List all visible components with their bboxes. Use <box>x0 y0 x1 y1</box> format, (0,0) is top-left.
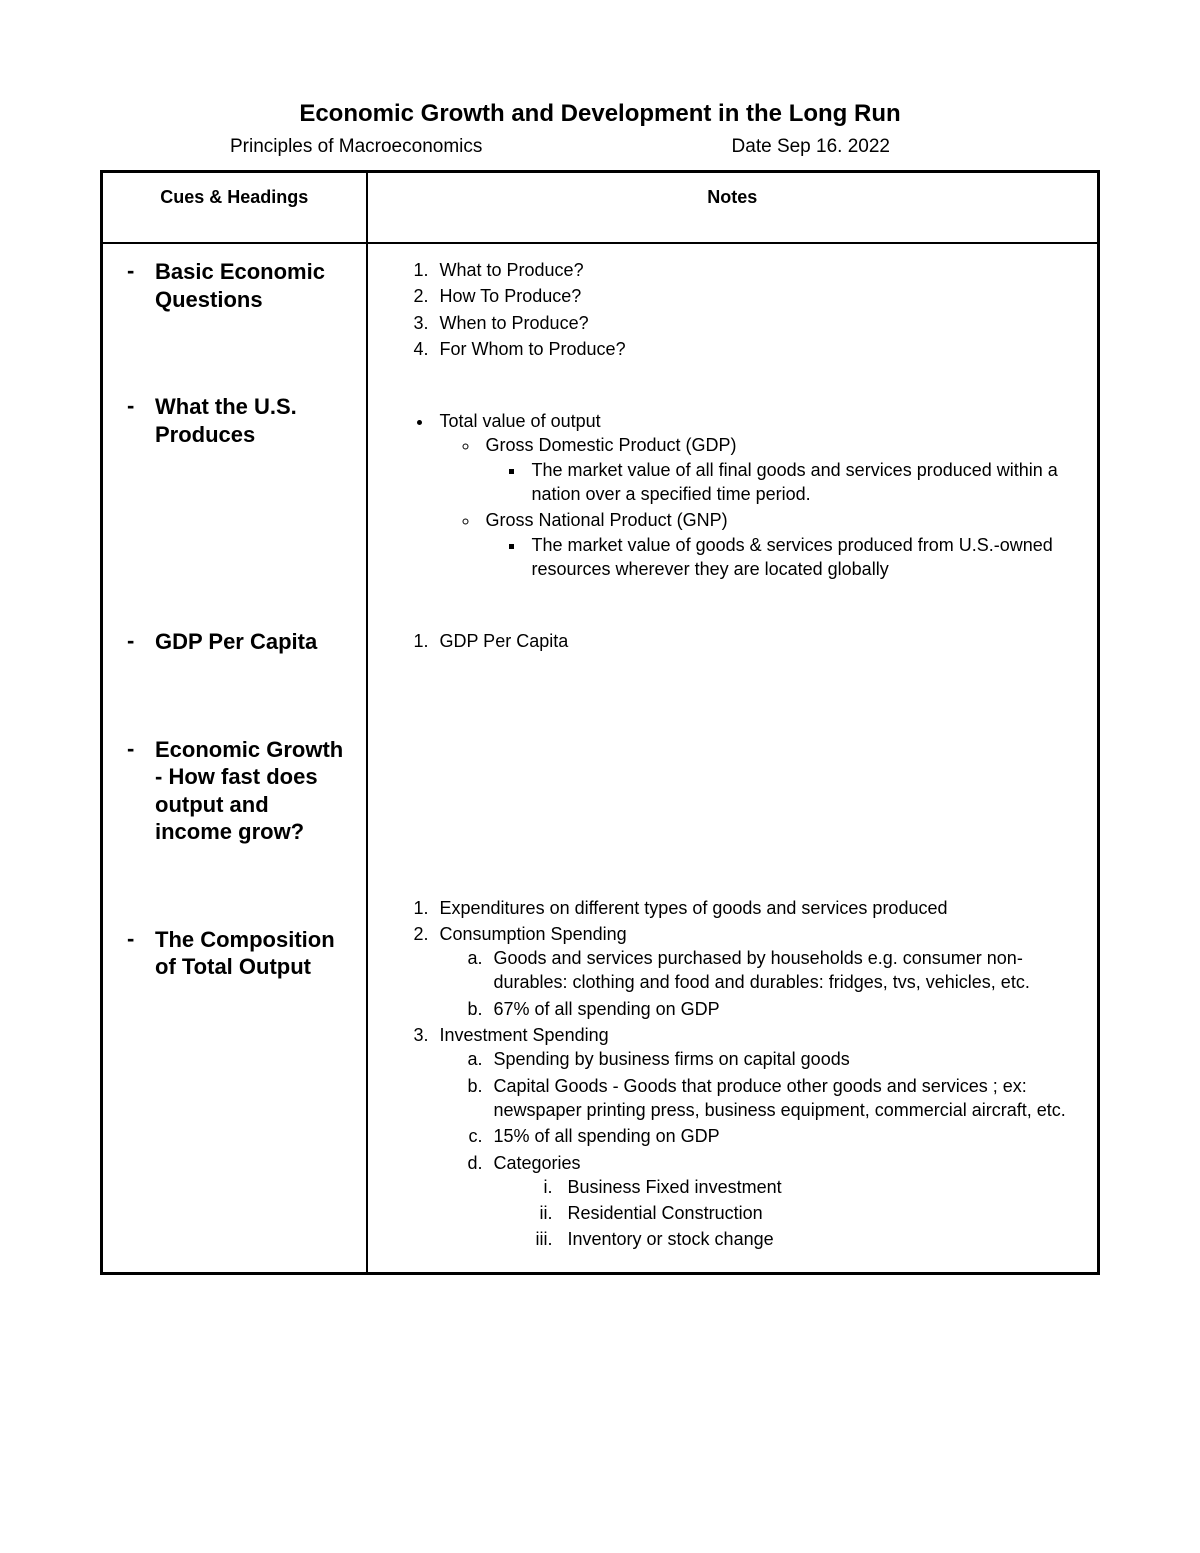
list-item: Gross Domestic Product (GDP) The market … <box>480 433 1080 506</box>
list-item: Expenditures on different types of goods… <box>434 896 1080 920</box>
cornell-notes-table: Cues & Headings Notes - Basic Economic Q… <box>100 170 1100 1275</box>
notes-section: GDP Per Capita <box>386 629 1080 653</box>
list-item: When to Produce? <box>434 311 1080 335</box>
cue-item: - Economic Growth - How fast does output… <box>121 736 348 846</box>
list-item: Consumption Spending Goods and services … <box>434 922 1080 1021</box>
list-item: The market value of goods & services pro… <box>526 533 1080 582</box>
list-item: 15% of all spending on GDP <box>488 1124 1080 1148</box>
list-item: Business Fixed investment <box>558 1175 1080 1199</box>
list-item: Spending by business firms on capital go… <box>488 1047 1080 1071</box>
list-item: Inventory or stock change <box>558 1227 1080 1251</box>
list-item: Goods and services purchased by househol… <box>488 946 1080 995</box>
header-cues: Cues & Headings <box>102 172 367 244</box>
list-item: For Whom to Produce? <box>434 337 1080 361</box>
list-item: Investment Spending Spending by business… <box>434 1023 1080 1252</box>
list-item: How To Produce? <box>434 284 1080 308</box>
cue-item: - Basic Economic Questions <box>121 258 348 313</box>
dash-icon: - <box>121 926 155 981</box>
note-text: Investment Spending <box>440 1025 609 1045</box>
dash-icon: - <box>121 628 155 656</box>
note-text: Consumption Spending <box>440 924 627 944</box>
note-text: Total value of output <box>440 411 601 431</box>
note-text: Gross Domestic Product (GDP) <box>486 435 737 455</box>
document-date: Date Sep 16. 2022 <box>732 136 890 158</box>
dash-icon: - <box>121 736 155 846</box>
list-item: What to Produce? <box>434 258 1080 282</box>
document-title: Economic Growth and Development in the L… <box>100 100 1100 128</box>
cue-text: The Composition of Total Output <box>155 926 348 981</box>
course-name: Principles of Macroeconomics <box>230 136 732 158</box>
list-item: Total value of output Gross Domestic Pro… <box>434 409 1080 581</box>
cue-text: What the U.S. Produces <box>155 393 348 448</box>
note-text: Gross National Product (GNP) <box>486 510 728 530</box>
cue-text: Basic Economic Questions <box>155 258 348 313</box>
notes-section: Expenditures on different types of goods… <box>386 896 1080 1252</box>
dash-icon: - <box>121 258 155 313</box>
document-subhead: Principles of Macroeconomics Date Sep 16… <box>100 136 1100 170</box>
note-text: Categories <box>494 1153 581 1173</box>
list-item: 67% of all spending on GDP <box>488 997 1080 1021</box>
cue-item: - GDP Per Capita <box>121 628 348 656</box>
cue-item: - The Composition of Total Output <box>121 926 348 981</box>
list-item: The market value of all final goods and … <box>526 458 1080 507</box>
notes-cell: What to Produce? How To Produce? When to… <box>367 243 1099 1273</box>
notes-section: Total value of output Gross Domestic Pro… <box>386 409 1080 581</box>
list-item: Gross National Product (GNP) The market … <box>480 508 1080 581</box>
cue-text: Economic Growth - How fast does output a… <box>155 736 348 846</box>
cues-cell: - Basic Economic Questions - What the U.… <box>102 243 367 1273</box>
cue-item: - What the U.S. Produces <box>121 393 348 448</box>
list-item: GDP Per Capita <box>434 629 1080 653</box>
header-notes: Notes <box>367 172 1099 244</box>
list-item: Categories Business Fixed investment Res… <box>488 1151 1080 1252</box>
dash-icon: - <box>121 393 155 448</box>
notes-section: What to Produce? How To Produce? When to… <box>386 258 1080 361</box>
list-item: Capital Goods - Goods that produce other… <box>488 1074 1080 1123</box>
cue-text: GDP Per Capita <box>155 628 317 656</box>
list-item: Residential Construction <box>558 1201 1080 1225</box>
